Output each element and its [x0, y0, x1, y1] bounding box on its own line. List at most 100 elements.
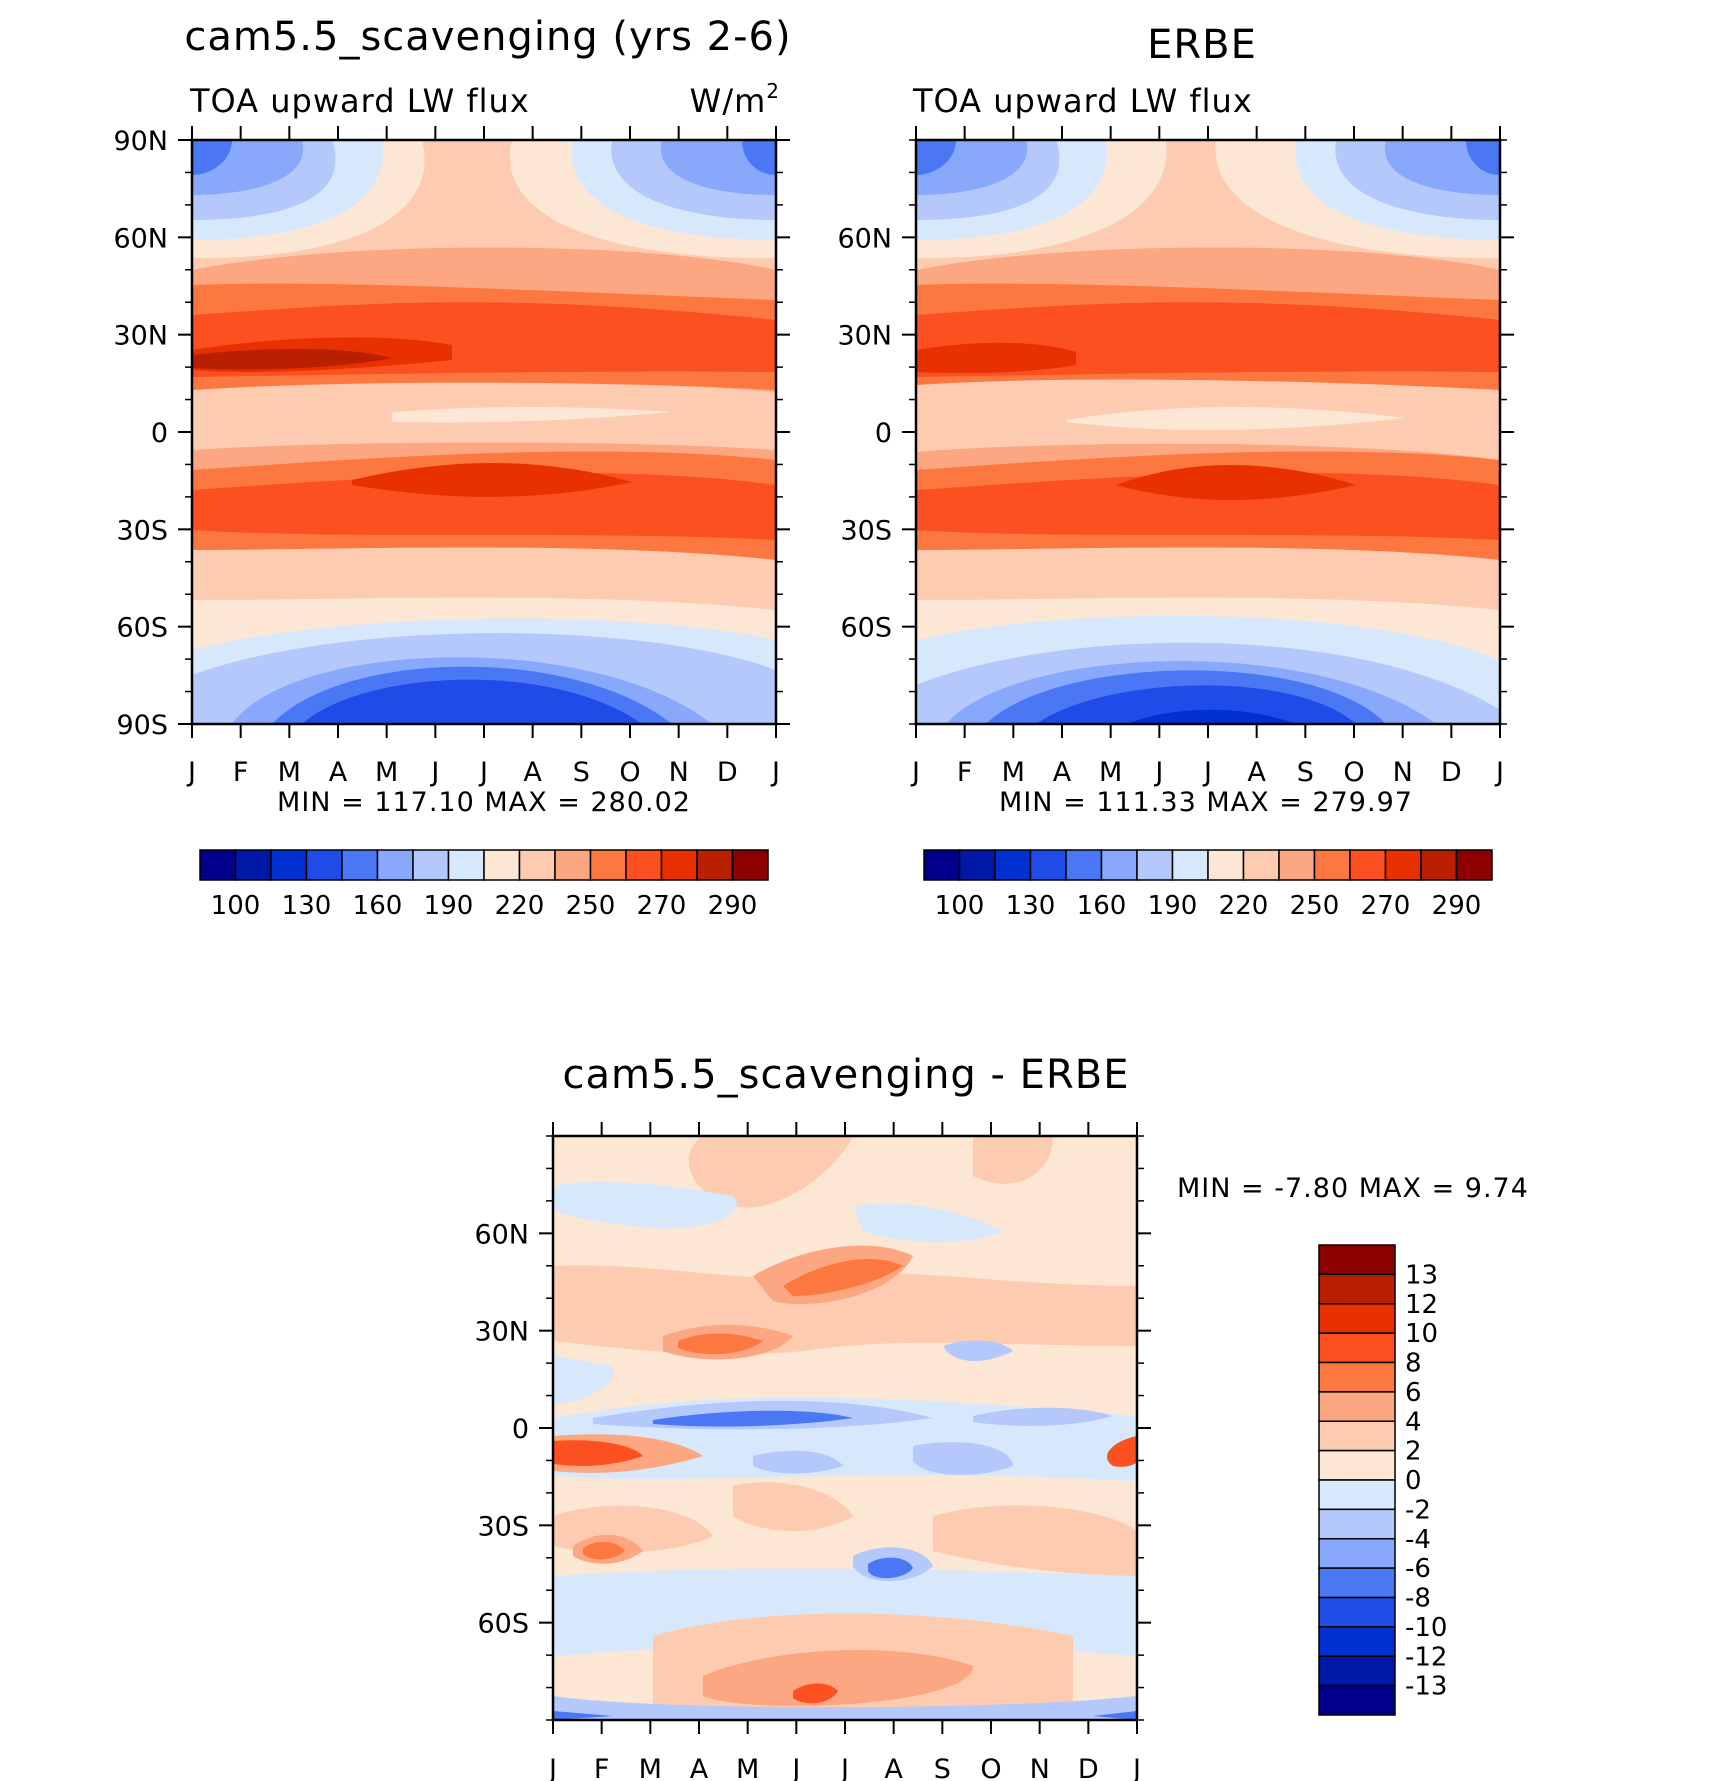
contour-band	[553, 1181, 737, 1229]
contour-band	[933, 1505, 1137, 1576]
colorbar-label: -8	[1405, 1584, 1431, 1614]
colorbar-swatch	[958, 849, 996, 881]
contour-band	[916, 472, 1500, 540]
contour-band	[678, 1333, 763, 1355]
contour-band	[192, 547, 776, 610]
colorbar-swatch	[199, 849, 237, 881]
contour-band	[916, 140, 956, 175]
contour-band	[583, 1541, 625, 1560]
contour-band	[913, 1442, 1013, 1476]
panel-model-variable-label: TOA upward LW flux	[189, 82, 530, 120]
colorbar-label: -12	[1405, 1642, 1447, 1672]
x-tick-label: N	[1030, 1754, 1050, 1781]
colorbar-swatch	[1318, 1596, 1396, 1628]
colorbar-swatch	[1242, 849, 1280, 881]
colorbar-swatch	[994, 849, 1032, 881]
colorbar-swatch	[731, 849, 769, 881]
y-tick-label: 0	[151, 418, 168, 449]
panel-obs-variable-label: TOA upward LW flux	[912, 82, 1253, 120]
panel-model-units-label: W/m2	[690, 79, 780, 120]
colorbar-swatch	[447, 849, 485, 881]
contour-band	[916, 342, 1076, 374]
y-tick-label: 30N	[837, 321, 892, 352]
colorbar-label: 250	[566, 891, 616, 921]
panel-diff-heatmap	[553, 1136, 1137, 1720]
colorbar-swatch	[589, 849, 627, 881]
colorbar-label: 220	[495, 891, 545, 921]
colorbar-swatch	[1318, 1391, 1396, 1422]
colorbar-label: -6	[1405, 1554, 1431, 1584]
colorbar-swatch	[1455, 849, 1493, 881]
colorbar-swatch	[1100, 849, 1138, 881]
contour-band	[868, 1557, 913, 1579]
contour-band	[703, 1649, 973, 1706]
colorbar-swatch	[305, 849, 343, 881]
panel-diff-title: cam5.5_scavenging - ERBE	[563, 1052, 1130, 1098]
y-tick-label: 30S	[841, 515, 893, 546]
panel-obs-title: ERBE	[1147, 22, 1257, 68]
panel-model: cam5.5_scavenging (yrs 2-6) TOA upward L…	[113, 14, 790, 921]
colorbar-label: 270	[637, 891, 687, 921]
colorbar-swatch	[1318, 1273, 1396, 1305]
colorbar-swatch	[1029, 849, 1067, 881]
x-tick-label: O	[1343, 757, 1364, 788]
colorbar-swatch	[1207, 849, 1245, 881]
panel-model-minmax: MIN = 117.10 MAX = 280.02	[277, 787, 691, 818]
panel-obs: ERBE TOA upward LW flux	[837, 22, 1514, 921]
contour-band	[1466, 140, 1500, 175]
y-tick-label: 30N	[474, 1317, 529, 1348]
panel-diff-minmax: MIN = -7.80 MAX = 9.74	[1177, 1173, 1529, 1204]
colorbar-label: 10	[1405, 1319, 1438, 1349]
contour-band	[742, 140, 776, 175]
contour-band	[1106, 1436, 1137, 1467]
x-tick-label: J	[770, 757, 780, 788]
y-tick-label: 60S	[841, 613, 893, 644]
contour-band	[853, 1203, 1003, 1243]
contour-band	[1093, 1711, 1137, 1720]
colorbar-label: 270	[1361, 891, 1411, 921]
contour-band	[352, 462, 632, 497]
colorbar-swatch	[1318, 1655, 1396, 1687]
contour-band	[688, 1136, 853, 1208]
panel-obs-heatmap	[916, 140, 1500, 724]
colorbar-swatch	[696, 849, 734, 881]
panel-diff: cam5.5_scavenging - ERBE	[474, 1052, 1529, 1781]
y-tick-label: 30N	[113, 321, 168, 352]
colorbar-swatch	[923, 849, 961, 881]
contour-band	[793, 1683, 838, 1704]
x-tick-label: S	[573, 757, 590, 788]
x-tick-label: D	[717, 757, 738, 788]
colorbar-label: 100	[211, 891, 261, 921]
colorbar-swatch	[1313, 849, 1351, 881]
x-tick-label: M	[375, 757, 398, 788]
colorbar-label: -13	[1405, 1672, 1447, 1702]
x-tick-label: J	[1153, 757, 1163, 788]
x-tick-label: A	[884, 1754, 903, 1781]
y-tick-label: 0	[512, 1414, 529, 1445]
y-tick-label: 30S	[117, 515, 169, 546]
colorbar-label: 160	[353, 891, 403, 921]
contour-band	[553, 1711, 613, 1720]
colorbar-swatch	[1318, 1303, 1396, 1334]
contour-band	[916, 547, 1500, 610]
contour-band	[553, 1696, 1137, 1720]
x-tick-label: S	[934, 1754, 951, 1781]
contour-band	[192, 349, 392, 370]
colorbar-swatch	[270, 849, 308, 881]
panel-obs-colorbar: 100 130 160 190 220 250 270 290	[923, 849, 1493, 921]
x-tick-label: D	[1441, 757, 1462, 788]
colorbar-swatch	[518, 849, 556, 881]
x-tick-label: M	[1002, 757, 1025, 788]
colorbar-swatch	[554, 849, 592, 881]
colorbar-swatch	[1065, 849, 1103, 881]
contour-band	[192, 140, 232, 175]
colorbar-swatch	[483, 849, 521, 881]
colorbar-swatch	[1318, 1508, 1396, 1540]
y-tick-label: 90S	[117, 710, 169, 741]
panel-obs-minmax: MIN = 111.33 MAX = 279.97	[999, 787, 1413, 818]
colorbar-swatch	[1278, 849, 1316, 881]
colorbar-label: 13	[1405, 1260, 1438, 1290]
